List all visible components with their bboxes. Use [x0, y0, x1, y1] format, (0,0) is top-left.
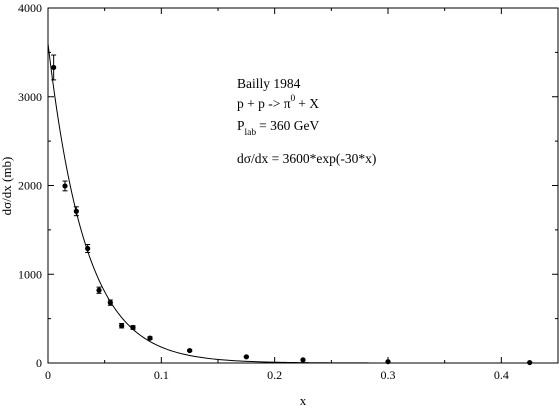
x-axis-label: x [300, 393, 307, 408]
data-point [527, 359, 533, 366]
data-point [73, 206, 79, 217]
point-marker [85, 245, 91, 252]
data-point [96, 286, 102, 294]
axis-ticks [47, 7, 559, 364]
annotation-source: Bailly 1984 [237, 76, 301, 91]
y-axis-label: dσ/dx (mb) [0, 157, 14, 216]
axis-tick-labels: 0 0.1 0.2 0.3 0.4 0 1000 2000 3000 4000 [18, 1, 509, 382]
momentum-main: P [237, 118, 245, 133]
point-marker [300, 357, 306, 363]
point-marker [147, 335, 153, 341]
point-marker [527, 359, 533, 366]
point-marker [73, 208, 79, 214]
data-point [107, 299, 113, 306]
data-point [300, 357, 306, 363]
point-marker [107, 300, 113, 306]
data-point [119, 323, 125, 329]
point-marker [96, 287, 102, 293]
x-tick-label: 0.3 [381, 368, 396, 382]
x-tick-label: 0.2 [267, 368, 282, 382]
annotation-momentum: Plab = 360 GeV [237, 118, 319, 138]
data-point [51, 54, 57, 81]
annotation-fit-formula: dσ/dx = 3600*exp(-30*x) [237, 151, 376, 166]
reaction-sup: 0 [291, 94, 296, 104]
plot-frame [47, 7, 559, 364]
point-marker [187, 347, 193, 354]
reaction-main: p + p -> π [237, 96, 291, 111]
point-marker [51, 64, 57, 71]
x-tick-label: 0.1 [154, 368, 169, 382]
momentum-tail: = 360 GeV [259, 118, 319, 133]
x-tick-label: 0 [45, 368, 51, 382]
y-tick-label: 2000 [18, 179, 42, 193]
data-point [85, 244, 91, 254]
point-marker [385, 359, 391, 365]
data-point [62, 180, 68, 192]
momentum-sub: lab [245, 128, 257, 138]
annotation-block: Bailly 1984 p + p -> π0 + X Plab = 360 GeV… [237, 76, 376, 166]
y-tick-label: 0 [36, 356, 42, 370]
point-marker [119, 323, 125, 329]
data-point [385, 359, 391, 365]
data-point [187, 347, 193, 354]
data-points [51, 54, 533, 366]
y-tick-label: 3000 [18, 90, 42, 104]
fit-curve [47, 43, 558, 364]
point-marker [62, 183, 68, 189]
y-tick-label: 4000 [18, 1, 42, 15]
point-marker [243, 354, 249, 360]
data-point [147, 335, 153, 341]
reaction-tail: + X [298, 96, 319, 111]
y-tick-label: 1000 [18, 267, 42, 281]
annotation-reaction: p + p -> π0 + X [237, 94, 319, 111]
point-marker [130, 324, 136, 331]
data-point [130, 324, 136, 331]
data-point [243, 354, 249, 360]
x-tick-label: 0.4 [494, 368, 509, 382]
